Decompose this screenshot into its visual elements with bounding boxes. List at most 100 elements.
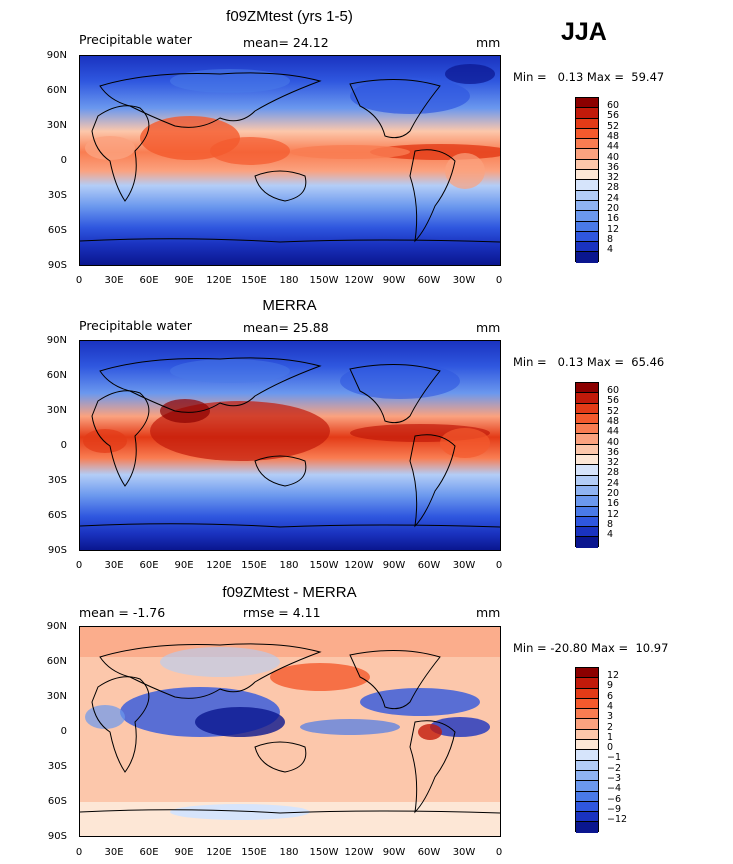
panel2-title: MERRA <box>262 297 317 314</box>
y-tick-label: 30S <box>47 475 67 486</box>
y-tick-label: 60S <box>47 510 67 521</box>
color-swatch <box>576 527 598 538</box>
y-tick-label: 30S <box>47 190 67 201</box>
x-tick-label: 90E <box>174 275 194 286</box>
colorbar-level-label: 40 <box>607 437 620 448</box>
color-swatch <box>576 709 598 720</box>
colorbar-level-label: 28 <box>607 182 620 193</box>
y-tick-label: 30N <box>46 691 67 702</box>
colorbar-level-label: −6 <box>607 794 622 805</box>
colorbar-level-label: 28 <box>607 467 620 478</box>
color-swatch <box>576 149 598 160</box>
y-tick-label: 90S <box>47 831 67 842</box>
y-tick-label: 30N <box>46 120 67 131</box>
panel1-colorbar <box>575 97 599 263</box>
panel1-map <box>79 55 501 266</box>
x-tick-label: 150W <box>309 560 339 571</box>
color-swatch <box>576 485 598 497</box>
panel2-minmax: Min = 0.13 Max = 65.46 <box>513 355 665 369</box>
y-tick-label: 0 <box>60 726 67 737</box>
color-swatch <box>576 383 598 394</box>
colorbar-level-label: 60 <box>607 385 620 396</box>
color-swatch <box>576 221 598 232</box>
color-swatch <box>576 537 598 548</box>
x-tick-label: 150W <box>309 275 339 286</box>
color-swatch <box>576 393 598 404</box>
colorbar-level-label: 44 <box>607 426 620 437</box>
x-tick-label: 0 <box>75 275 83 286</box>
x-tick-label: 0 <box>75 847 83 858</box>
x-tick-label: 120W <box>344 560 374 571</box>
panel2-map <box>79 340 501 551</box>
colorbar-level-label: 8 <box>607 519 614 530</box>
colorbar-level-label: −4 <box>607 783 622 794</box>
colorbar-level-label: 12 <box>607 224 620 235</box>
colorbar-level-label: 40 <box>607 152 620 163</box>
color-swatch <box>576 424 598 435</box>
color-swatch <box>576 128 598 140</box>
colorbar-level-label: 2 <box>607 722 614 733</box>
x-tick-label: 60E <box>139 275 159 286</box>
colorbar-level-label: −1 <box>607 752 622 763</box>
x-tick-label: 120E <box>206 560 232 571</box>
color-swatch <box>576 781 598 792</box>
color-swatch <box>576 740 598 751</box>
panel3-rmse-label: rmse = 4.11 <box>243 605 321 620</box>
y-tick-label: 30S <box>47 761 67 772</box>
y-tick-label: 60S <box>47 796 67 807</box>
panel1-mean-label: mean= 24.12 <box>243 35 329 50</box>
color-swatch <box>576 170 598 181</box>
colorbar-level-label: 6 <box>607 691 614 702</box>
x-tick-label: 90E <box>174 847 194 858</box>
color-swatch <box>576 413 598 425</box>
colorbar-level-label: −12 <box>607 814 628 825</box>
color-swatch <box>576 760 598 771</box>
color-swatch <box>576 678 598 689</box>
x-tick-label: 60W <box>417 847 441 858</box>
x-tick-label: 120W <box>344 847 374 858</box>
x-tick-label: 0 <box>495 275 503 286</box>
x-tick-label: 150E <box>241 847 267 858</box>
color-swatch <box>576 98 598 109</box>
color-swatch <box>576 108 598 119</box>
x-tick-label: 60W <box>417 275 441 286</box>
y-tick-label: 30N <box>46 405 67 416</box>
x-tick-label: 0 <box>75 560 83 571</box>
colorbar-level-label: −3 <box>607 773 622 784</box>
color-swatch <box>576 668 598 679</box>
color-swatch <box>576 403 598 414</box>
colorbar-level-label: 24 <box>607 193 620 204</box>
colorbar-level-label: 1 <box>607 732 614 743</box>
x-tick-label: 60W <box>417 560 441 571</box>
y-tick-label: 60N <box>46 656 67 667</box>
x-tick-label: 120E <box>206 275 232 286</box>
x-tick-label: 60E <box>139 560 159 571</box>
panel3-colorbar <box>575 667 599 833</box>
colorbar-level-label: 8 <box>607 234 614 245</box>
y-tick-label: 0 <box>60 155 67 166</box>
color-swatch <box>576 791 598 802</box>
x-tick-label: 150W <box>309 847 339 858</box>
colorbar-level-label: 20 <box>607 488 620 499</box>
colorbar-level-label: 32 <box>607 457 620 468</box>
color-swatch <box>576 475 598 486</box>
colorbar-level-label: 52 <box>607 121 620 132</box>
season-label: JJA <box>561 18 607 46</box>
x-tick-label: 180 <box>279 847 299 858</box>
x-tick-label: 30E <box>104 560 124 571</box>
colorbar-level-label: 4 <box>607 529 614 540</box>
x-tick-label: 30E <box>104 275 124 286</box>
x-tick-label: 120E <box>206 847 232 858</box>
x-tick-label: 150E <box>241 275 267 286</box>
x-tick-label: 90E <box>174 560 194 571</box>
x-tick-label: 30W <box>452 275 476 286</box>
panel2-units: mm <box>476 320 501 335</box>
y-tick-label: 90S <box>47 260 67 271</box>
color-swatch <box>576 211 598 222</box>
colorbar-level-label: 16 <box>607 498 620 509</box>
color-swatch <box>576 729 598 741</box>
color-swatch <box>576 812 598 823</box>
panel3-title: f09ZMtest - MERRA <box>222 584 357 601</box>
colorbar-level-label: 32 <box>607 172 620 183</box>
panel1-title: f09ZMtest (yrs 1-5) <box>226 8 353 25</box>
